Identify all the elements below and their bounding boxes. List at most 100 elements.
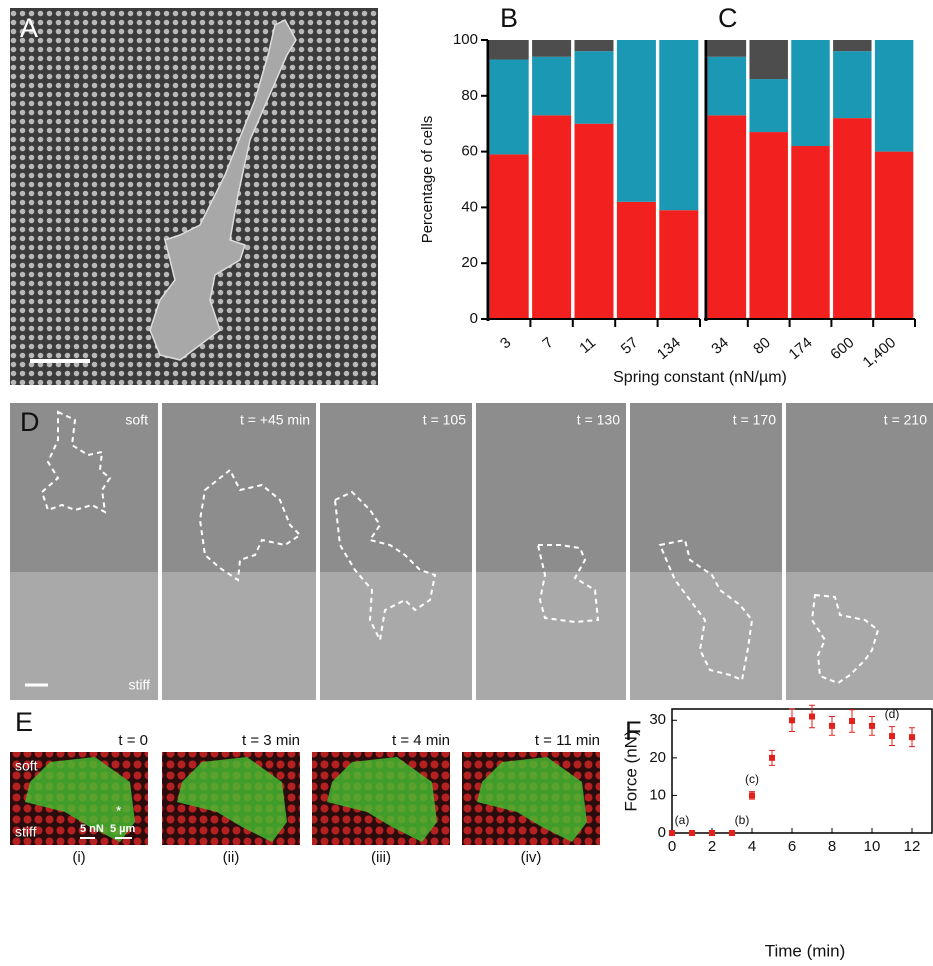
bar-segment bbox=[489, 154, 529, 319]
panel-d-images bbox=[10, 403, 933, 700]
caption: (iv) bbox=[521, 849, 542, 866]
annotation: (d) bbox=[885, 707, 900, 721]
x-tick-label: 57 bbox=[618, 334, 642, 358]
frame-bottom bbox=[476, 572, 626, 700]
plot-frame bbox=[671, 708, 933, 834]
x-tick-label: 8 bbox=[828, 838, 836, 855]
time-label: t = 11 min bbox=[535, 732, 600, 749]
y-tick-label: 100 bbox=[453, 31, 478, 48]
point bbox=[729, 830, 735, 836]
bar-segment bbox=[616, 201, 656, 319]
caption: (i) bbox=[72, 849, 85, 866]
marker: * bbox=[116, 803, 122, 819]
point bbox=[849, 718, 855, 725]
y-tick-label: 30 bbox=[649, 711, 666, 728]
x-axis-label: Spring constant (nN/µm) bbox=[613, 369, 787, 386]
bar-segment bbox=[532, 115, 572, 319]
panel-label: B bbox=[500, 3, 518, 33]
panel-label: C bbox=[718, 3, 738, 33]
x-tick-label: 2 bbox=[708, 838, 716, 855]
cell bbox=[177, 757, 287, 842]
soft-label: soft bbox=[125, 412, 148, 428]
bar-segment bbox=[833, 40, 872, 52]
bar-segment bbox=[749, 132, 788, 319]
panel-label: A bbox=[20, 13, 38, 43]
bar-segment bbox=[707, 40, 747, 57]
x-tick-label: 10 bbox=[864, 838, 881, 855]
frame-bottom bbox=[320, 572, 472, 700]
point bbox=[909, 734, 915, 741]
point bbox=[869, 722, 875, 729]
x-tick-label: 0 bbox=[668, 838, 676, 855]
caption: (iii) bbox=[371, 849, 391, 866]
time-label: t = 210 bbox=[884, 412, 927, 428]
annotation: (c) bbox=[745, 772, 759, 786]
bar-segment bbox=[791, 146, 830, 319]
bar-segment bbox=[833, 118, 872, 320]
y-tick-label: 60 bbox=[461, 143, 478, 160]
frame-top bbox=[320, 403, 472, 572]
panel-e-images bbox=[10, 752, 600, 845]
time-label: t = 0 bbox=[118, 732, 148, 749]
y-tick-label: 40 bbox=[461, 198, 478, 215]
cell-outlines bbox=[40, 410, 880, 685]
x-tick-label: 34 bbox=[708, 334, 732, 358]
time-label: t = 4 min bbox=[392, 732, 450, 749]
stiff-label: stiff bbox=[15, 824, 37, 840]
bar-segment bbox=[749, 40, 788, 80]
frame-top bbox=[162, 403, 316, 572]
panel-label: F bbox=[625, 716, 642, 746]
bar-segment bbox=[574, 123, 614, 319]
cell bbox=[25, 757, 135, 842]
x-tick-label: 3 bbox=[497, 334, 514, 352]
bar-segment bbox=[874, 40, 914, 152]
point bbox=[889, 733, 895, 740]
time-label: t = +45 min bbox=[240, 412, 310, 428]
cell bbox=[327, 757, 437, 842]
point bbox=[829, 722, 835, 729]
bar-segment bbox=[489, 59, 529, 155]
bar-segment bbox=[574, 40, 614, 52]
stiff-label: stiff bbox=[128, 677, 150, 693]
bar-segment bbox=[489, 40, 529, 60]
cell bbox=[477, 757, 587, 842]
y-axis-label: Percentage of cells bbox=[419, 116, 436, 244]
frame-top bbox=[786, 403, 933, 572]
x-tick-label: 174 bbox=[786, 334, 816, 363]
y-tick-label: 10 bbox=[649, 786, 666, 803]
caption: (ii) bbox=[223, 849, 240, 866]
panel-label: E bbox=[15, 707, 33, 737]
x-tick-label: 1,400 bbox=[860, 334, 900, 371]
length-scale: 5 µm bbox=[110, 823, 136, 835]
y-tick-label: 0 bbox=[658, 824, 666, 841]
annotation: (b) bbox=[735, 813, 750, 827]
panel-label: D bbox=[20, 407, 40, 437]
bar-segment bbox=[749, 79, 788, 133]
point bbox=[689, 830, 695, 836]
point bbox=[809, 713, 815, 720]
x-tick-label: 600 bbox=[827, 334, 857, 363]
time-label: t = 3 min bbox=[242, 732, 300, 749]
bar-segment bbox=[574, 51, 614, 124]
bar-segment bbox=[791, 40, 830, 147]
y-tick-label: 20 bbox=[649, 749, 666, 766]
bar-segment bbox=[532, 40, 572, 57]
time-label: t = 130 bbox=[577, 412, 620, 428]
point bbox=[749, 792, 755, 799]
bar-segment bbox=[659, 210, 699, 319]
point bbox=[709, 830, 715, 836]
x-tick-label: 12 bbox=[904, 838, 921, 855]
time-label: t = 105 bbox=[423, 412, 466, 428]
frame-bottom bbox=[10, 572, 158, 700]
frame-bottom bbox=[786, 572, 933, 700]
point bbox=[789, 717, 795, 724]
bar-segment bbox=[659, 40, 699, 211]
bar-segment bbox=[707, 115, 747, 319]
bar-segment bbox=[707, 56, 747, 116]
y-tick-label: 80 bbox=[461, 87, 478, 104]
point bbox=[769, 754, 775, 761]
frame-top bbox=[476, 403, 626, 572]
annotation: (a) bbox=[675, 813, 690, 827]
x-tick-label: 134 bbox=[654, 334, 684, 363]
